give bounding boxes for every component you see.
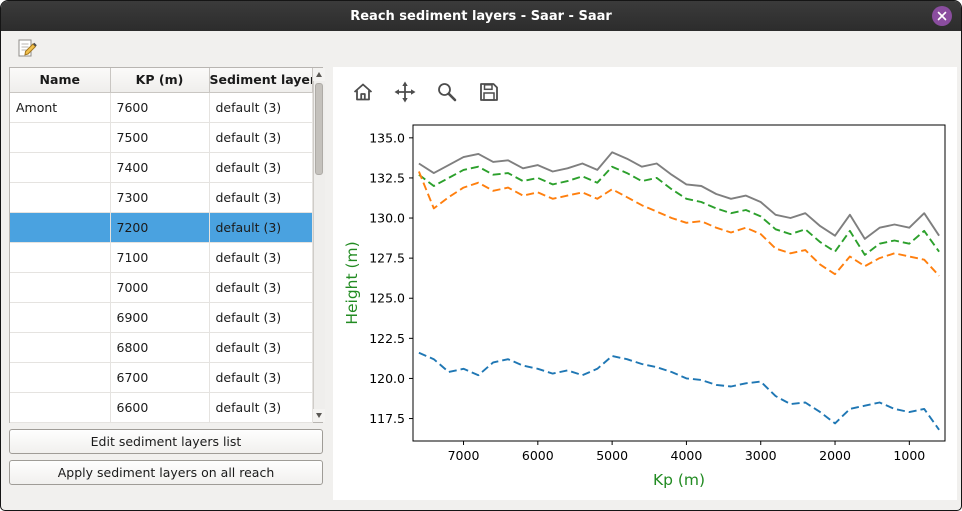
sediment-list-panel: Name KP (m) Sediment layers Amont 7600 d… [9,67,325,500]
svg-text:5000: 5000 [596,448,628,463]
svg-text:1000: 1000 [893,448,925,463]
table-scrollbar[interactable] [312,68,325,422]
home-icon [353,83,373,101]
close-icon [937,11,947,21]
svg-text:7000: 7000 [448,448,480,463]
cell-kp[interactable]: 6600 [109,391,210,423]
column-header-sediment-layers[interactable]: Sediment layers [208,68,313,93]
table-row[interactable]: 7500 default (3) [10,121,313,153]
cell-kp[interactable]: 7100 [109,241,210,273]
triangle-down-icon [316,413,322,418]
svg-text:135.0: 135.0 [369,130,405,145]
plot-zoom-button[interactable] [431,77,463,107]
cell-layers[interactable]: default (3) [208,301,313,333]
cell-kp[interactable]: 7300 [109,181,210,213]
cell-name[interactable] [10,151,111,183]
scrollbar-down-arrow[interactable] [313,409,325,422]
svg-text:Kp (m): Kp (m) [653,471,705,489]
scrollbar-thumb[interactable] [315,83,323,175]
sediment-table: Name KP (m) Sediment layers Amont 7600 d… [10,68,313,423]
cell-name[interactable] [10,121,111,153]
cell-layers[interactable]: default (3) [208,121,313,153]
table-row[interactable]: Amont 7600 default (3) [10,91,313,123]
svg-text:120.0: 120.0 [369,371,405,386]
cell-name[interactable] [10,241,111,273]
main-toolbar [1,31,961,65]
apply-sediment-layers-button[interactable]: Apply sediment layers on all reach [9,460,323,485]
svg-text:3000: 3000 [745,448,777,463]
svg-text:125.0: 125.0 [369,291,405,306]
cell-layers[interactable]: default (3) [208,211,313,243]
chart-area: 7000 6000 5000 4000 3000 2000 1000 117.5 120.0 12… [341,111,953,499]
cell-layers[interactable]: default (3) [208,241,313,273]
close-button[interactable] [932,6,952,26]
svg-text:117.5: 117.5 [369,411,405,426]
svg-text:6000: 6000 [522,448,554,463]
table-row[interactable]: 6800 default (3) [10,331,313,363]
svg-text:122.5: 122.5 [369,331,405,346]
edit-sediment-layers-tool-button[interactable] [13,35,41,61]
sediment-table-frame: Name KP (m) Sediment layers Amont 7600 d… [9,67,325,423]
cell-kp[interactable]: 7000 [109,271,210,303]
triangle-up-icon [316,72,322,77]
svg-text:130.0: 130.0 [369,211,405,226]
svg-text:2000: 2000 [819,448,851,463]
cell-layers[interactable]: default (3) [208,391,313,423]
cell-name[interactable] [10,271,111,303]
plot-toolbar [341,73,953,111]
cell-kp[interactable]: 6700 [109,361,210,393]
cell-kp[interactable]: 6900 [109,301,210,333]
cell-layers[interactable]: default (3) [208,361,313,393]
cell-layers[interactable]: default (3) [208,91,313,123]
plot-save-button[interactable] [473,77,505,107]
table-row[interactable]: 7300 default (3) [10,181,313,213]
table-row[interactable]: 6700 default (3) [10,361,313,393]
table-row[interactable]: 7100 default (3) [10,241,313,273]
cell-kp[interactable]: 6800 [109,331,210,363]
column-header-kp[interactable]: KP (m) [109,68,210,93]
plot-pan-button[interactable] [389,77,421,107]
window-content: Name KP (m) Sediment layers Amont 7600 d… [1,65,961,510]
table-row[interactable]: 7000 default (3) [10,271,313,303]
reach-profile-chart[interactable]: 7000 6000 5000 4000 3000 2000 1000 117.5 120.0 12… [341,111,953,499]
cell-name[interactable] [10,391,111,423]
table-row-selected[interactable]: 7200 default (3) [10,211,313,243]
column-header-name[interactable]: Name [10,68,111,93]
cell-name[interactable] [10,331,111,363]
cell-name[interactable]: Amont [10,91,111,123]
cell-layers[interactable]: default (3) [208,151,313,183]
cell-kp[interactable]: 7400 [109,151,210,183]
cell-kp[interactable]: 7500 [109,121,210,153]
svg-text:4000: 4000 [671,448,703,463]
table-row[interactable]: 7400 default (3) [10,151,313,183]
plot-panel: 7000 6000 5000 4000 3000 2000 1000 117.5 120.0 12… [333,67,957,500]
svg-text:132.5: 132.5 [369,170,405,185]
plot-home-button[interactable] [347,77,379,107]
cell-layers[interactable]: default (3) [208,181,313,213]
scrollbar-up-arrow[interactable] [313,68,325,81]
svg-text:Height (m): Height (m) [343,241,361,324]
cell-kp[interactable]: 7600 [109,91,210,123]
svg-text:127.5: 127.5 [369,251,405,266]
cell-name[interactable] [10,181,111,213]
cell-layers[interactable]: default (3) [208,271,313,303]
table-row[interactable]: 6600 default (3) [10,391,313,423]
edit-sediment-layers-list-button[interactable]: Edit sediment layers list [9,429,323,454]
cell-layers[interactable]: default (3) [208,331,313,363]
cell-name[interactable] [10,211,111,243]
pan-arrows-icon [394,81,416,103]
window-title: Reach sediment layers - Saar - Saar [350,8,612,24]
edit-note-icon [18,39,37,57]
table-header-row: Name KP (m) Sediment layers [10,68,313,93]
zoom-magnifier-icon [438,83,457,102]
cell-name[interactable] [10,361,111,393]
cell-kp[interactable]: 7200 [109,211,210,243]
table-row[interactable]: 6900 default (3) [10,301,313,333]
title-bar[interactable]: Reach sediment layers - Saar - Saar [1,1,961,31]
cell-name[interactable] [10,301,111,333]
save-floppy-icon [480,83,498,101]
